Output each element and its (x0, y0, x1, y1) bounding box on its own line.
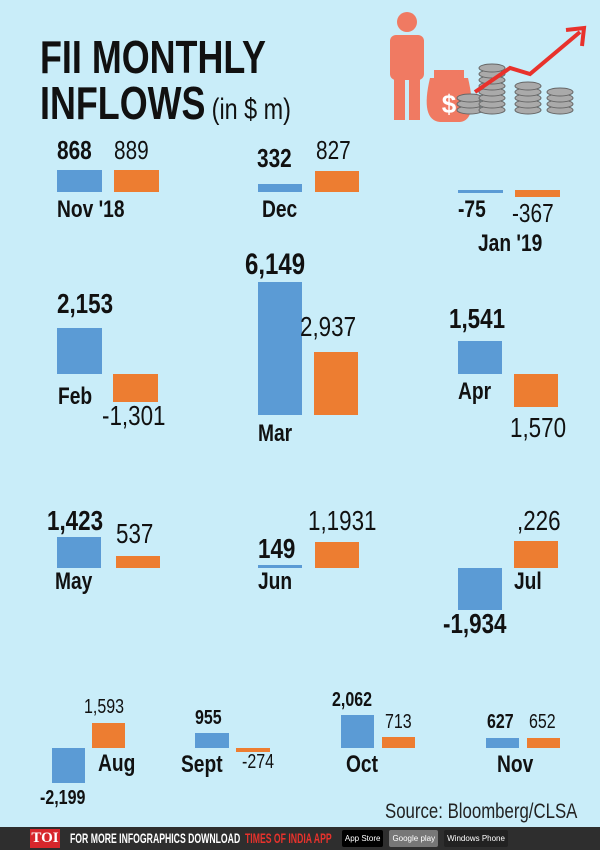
month-label: Aug (98, 750, 136, 777)
source-note: Source: Bloomberg/CLSA (385, 800, 578, 823)
other-bar (382, 736, 415, 748)
other-bar (515, 190, 560, 198)
fii-value-label: -1,934 (443, 608, 507, 639)
month-label: Sept (181, 751, 223, 778)
other-bar (113, 374, 158, 402)
other-bar (114, 169, 159, 192)
fii-bar (57, 536, 101, 568)
toi-logo: TOI (30, 829, 60, 848)
month-label: Oct (346, 751, 379, 778)
fii-bar (258, 183, 302, 192)
month-label: Dec (262, 196, 298, 223)
other-value-label: 537 (116, 518, 154, 549)
month-label: Mar (258, 420, 293, 447)
other-value-label: 2,937 (300, 311, 357, 342)
other-value-label: 889 (114, 135, 149, 165)
fii-value-label: 2,153 (57, 288, 114, 319)
fii-value-label: 332 (257, 143, 292, 173)
windows-phone-badge[interactable]: Windows Phone (444, 830, 508, 847)
month-label: Nov (497, 751, 534, 778)
other-value-label: 713 (385, 711, 412, 733)
other-value-label: -274 (242, 751, 275, 773)
other-bar (514, 374, 558, 408)
month-label: May (55, 568, 93, 595)
unit-label: (in $ m) (211, 93, 291, 126)
fii-bar (258, 282, 302, 415)
other-bar (92, 722, 125, 748)
other-bar (315, 541, 359, 568)
person-icon (390, 12, 424, 120)
rising-arrow-icon (473, 25, 587, 94)
month-label: Nov '18 (57, 196, 125, 223)
fii-value-label: 2,062 (332, 689, 373, 711)
fii-value-label: 1,541 (449, 303, 506, 334)
title-line-2: INFLOWS (in $ m) (40, 80, 291, 126)
other-value-label: 1,570 (510, 412, 567, 443)
fii-value-label: -2,199 (40, 787, 86, 809)
footer-banner: TOI FOR MORE INFOGRAPHICS DOWNLOAD TIMES… (0, 827, 600, 850)
other-value-label: 1,1931 (308, 505, 377, 536)
footer-app-name[interactable]: TIMES OF INDIA APP (245, 830, 332, 846)
other-value-label: -367 (512, 198, 554, 228)
investor-money-illustration-icon: $ (390, 12, 587, 122)
fii-bar (57, 328, 102, 374)
month-label: Jun (258, 568, 293, 595)
other-bar (116, 556, 160, 568)
other-bar (315, 171, 359, 192)
month-label: Jan '19 (478, 230, 543, 257)
svg-text:$: $ (442, 89, 457, 119)
fii-bar (458, 341, 502, 374)
other-value-label: 1,593 (84, 696, 125, 718)
other-value-label: 652 (529, 711, 556, 733)
app-store-badge[interactable]: App Store (341, 830, 384, 847)
fii-value-label: 868 (57, 135, 92, 165)
month-label: Feb (58, 383, 93, 410)
fii-value-label: 627 (487, 711, 514, 733)
fii-value-label: 955 (195, 707, 222, 729)
fii-bar (52, 748, 85, 784)
month-label: Jul (514, 568, 542, 595)
other-bar (314, 351, 358, 415)
fii-bar (458, 568, 502, 610)
fii-value-label: 6,149 (245, 248, 306, 281)
fii-value-label: -75 (458, 196, 486, 223)
other-bar (527, 737, 560, 748)
title-line-1: FII MONTHLY (40, 31, 266, 83)
other-value-label: -1,301 (102, 400, 166, 431)
fii-value-label: 1,423 (47, 505, 104, 536)
other-value-label: ,226 (517, 505, 561, 536)
footer-text: FOR MORE INFOGRAPHICS DOWNLOAD (70, 830, 241, 846)
fii-bar (486, 737, 519, 748)
fii-bar (258, 565, 302, 568)
other-bar (514, 541, 558, 568)
fii-value-label: 149 (258, 533, 296, 564)
fii-bar (195, 732, 229, 748)
other-value-label: 827 (316, 135, 351, 165)
fii-bar (458, 190, 503, 193)
google-play-badge[interactable]: Google play (389, 830, 439, 847)
title-inflows: INFLOWS (40, 77, 206, 129)
fii-bar (57, 170, 102, 192)
coin-stacks-icon (456, 63, 574, 115)
other-bar (236, 748, 270, 753)
month-label: Apr (458, 378, 492, 405)
fii-bar (341, 715, 374, 748)
